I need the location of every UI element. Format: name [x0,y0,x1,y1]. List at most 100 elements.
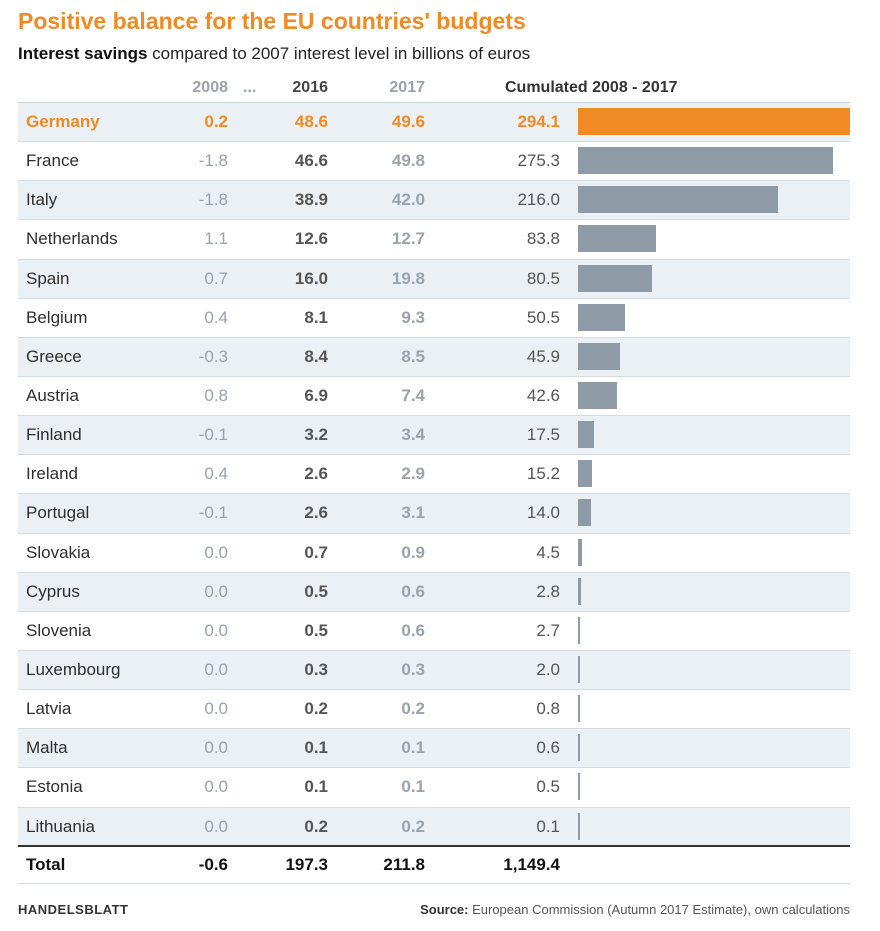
value-2017: 0.6 [401,581,425,601]
bar-slovakia [578,538,583,566]
country-name: Portugal [26,503,90,523]
value-cumulated: 0.6 [536,738,560,758]
value-2008: 0.0 [204,699,228,719]
value-cumulated: 275.3 [517,151,560,171]
value-2017: 3.4 [401,425,425,445]
bar-france [578,147,833,175]
table-row: Italy -1.8 38.9 42.0 216.0 [18,181,850,221]
value-cumulated: 83.8 [526,229,560,249]
country-name: Finland [26,425,82,445]
value-2016: 16.0 [294,268,328,288]
value-cumulated: 4.5 [536,542,560,562]
bar-ireland [578,460,593,488]
value-2016: 0.1 [304,738,328,758]
country-name: France [26,151,79,171]
value-2017: 0.1 [401,738,425,758]
bar-germany [578,108,850,135]
table-row: Portugal -0.1 2.6 3.1 14.0 [18,494,850,534]
value-2008: 0.0 [204,581,228,601]
value-2016: 8.1 [304,307,328,327]
table-row: Ireland 0.4 2.6 2.9 15.2 [18,455,850,495]
bar-netherlands [578,225,656,253]
value-cumulated: 2.7 [536,620,560,640]
value-2008: 0.4 [204,307,228,327]
value-cumulated: 50.5 [526,307,560,327]
country-name: Austria [26,386,79,406]
table-row: Finland -0.1 3.2 3.4 17.5 [18,416,850,456]
header-2008: 2008 [192,79,228,96]
value-2017: 7.4 [401,386,425,406]
country-name: Spain [26,268,70,288]
value-2008: -1.8 [198,190,228,210]
table-row: Slovenia 0.0 0.5 0.6 2.7 [18,612,850,651]
country-name: Lithuania [26,816,96,836]
value-cumulated: 0.5 [536,777,560,797]
value-2008: 0.0 [204,738,228,758]
value-2016: 48.6 [294,112,328,132]
value-2017: 0.6 [401,620,425,640]
value-2016: 0.5 [304,581,328,601]
total-cumulated: 1,149.4 [503,855,560,874]
source-text: European Commission (Autumn 2017 Estimat… [468,902,850,917]
value-2017: 12.7 [391,229,425,249]
value-2008: 0.2 [204,112,228,132]
table-row: Latvia 0.0 0.2 0.2 0.8 [18,690,850,730]
source-label: Source: [420,902,469,917]
value-2016: 6.9 [304,386,328,406]
brand-logo: HANDELSBLATT [18,902,129,917]
value-2016: 12.6 [294,229,328,249]
bar-estonia [578,773,580,801]
country-name: Cyprus [26,581,80,601]
value-2008: 0.7 [204,268,228,288]
country-name: Slovakia [26,542,91,562]
header-2017: 2017 [389,79,425,96]
table-row: Cyprus 0.0 0.5 0.6 2.8 [18,572,850,612]
value-2017: 0.1 [401,777,425,797]
data-table: Germany 0.2 48.6 49.6 294.1 France -1.8 46.6 49.… [18,102,850,847]
value-2017: 49.8 [391,151,425,171]
value-2017: 2.9 [401,464,425,484]
header-cumulated: Cumulated 2008 - 2017 [505,79,678,96]
value-2008: 0.0 [204,777,228,797]
value-2017: 0.3 [401,660,425,680]
bar-slovenia [578,616,581,644]
value-2016: 0.3 [304,660,328,680]
value-cumulated: 0.1 [536,816,560,836]
total-2016: 197.3 [285,855,328,874]
value-2016: 0.5 [304,620,328,640]
value-cumulated: 15.2 [526,464,560,484]
value-2016: 0.7 [304,542,328,562]
value-2017: 49.6 [391,112,425,132]
table-row: Malta 0.0 0.1 0.1 0.6 [18,729,850,769]
value-2008: 0.0 [204,660,228,680]
bar-luxembourg [578,655,580,683]
country-name: Belgium [26,307,88,327]
value-2017: 0.2 [401,699,425,719]
bar-spain [578,264,653,292]
value-cumulated: 45.9 [526,346,560,366]
value-cumulated: 2.8 [536,581,560,601]
source-note: Source: European Commission (Autumn 2017… [420,902,850,917]
value-2016: 2.6 [304,503,328,523]
bar-belgium [578,303,625,331]
value-2016: 8.4 [304,346,328,366]
table-row: Luxembourg 0.0 0.3 0.3 2.0 [18,650,850,691]
chart-title: Positive balance for the EU countries' b… [18,8,526,34]
country-name: Ireland [26,464,78,484]
total-2017: 211.8 [383,855,425,874]
value-2008: -0.1 [198,503,228,523]
table-row: Lithuania 0.0 0.2 0.2 0.1 [18,807,850,847]
country-name: Greece [26,346,82,366]
value-cumulated: 14.0 [526,503,560,523]
value-cumulated: 42.6 [526,386,560,406]
bar-italy [578,186,778,214]
table-row: Estonia 0.0 0.1 0.1 0.5 [18,768,850,808]
value-2008: 1.1 [204,229,228,249]
value-2008: -1.8 [198,151,228,171]
bar-latvia [578,695,580,723]
bar-lithuania [578,812,580,840]
value-2008: 0.0 [204,542,228,562]
value-2017: 8.5 [401,346,425,366]
subtitle-bold: Interest savings [18,44,148,63]
country-name: Estonia [26,777,83,797]
